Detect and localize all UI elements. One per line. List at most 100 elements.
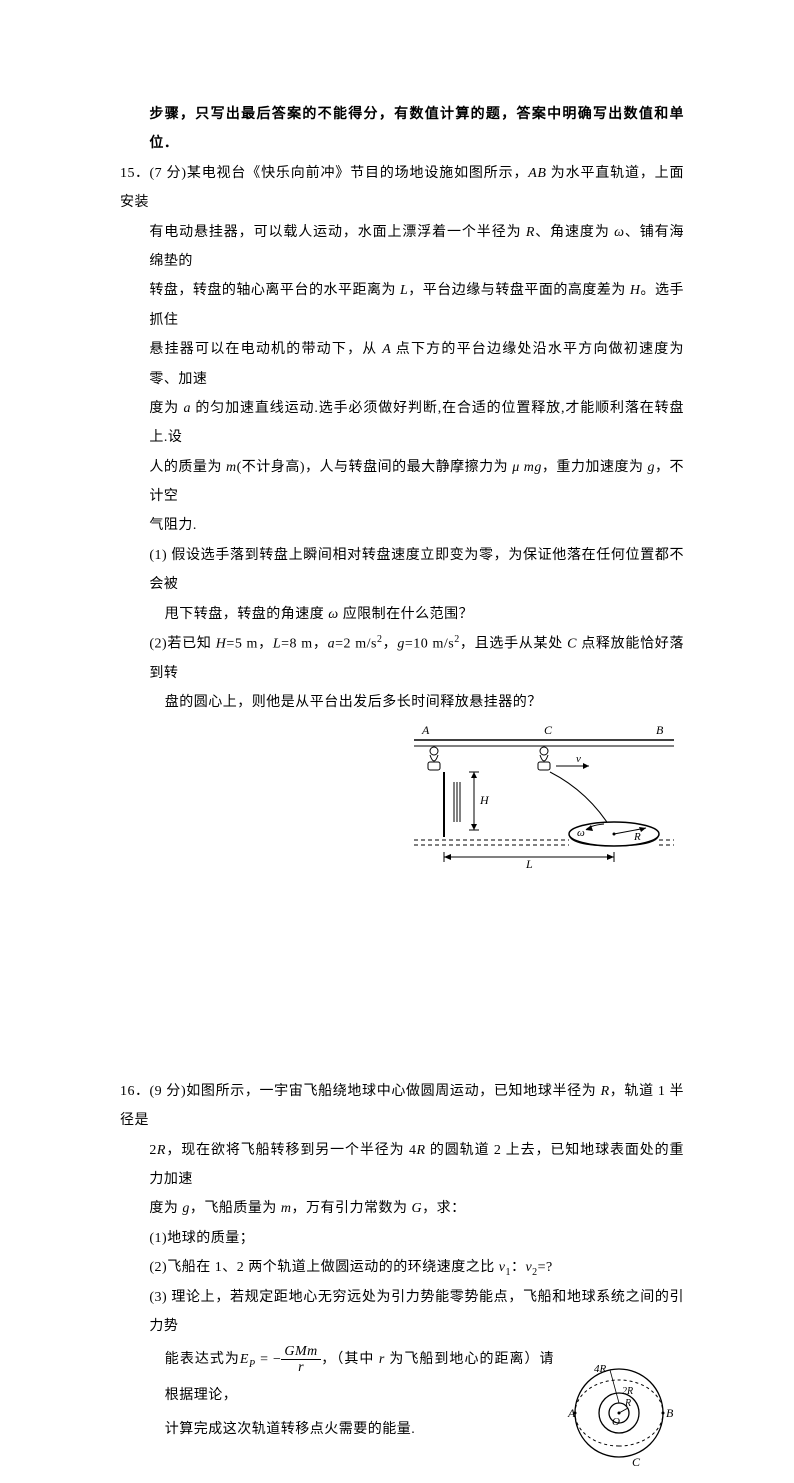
t: = −: [256, 1352, 282, 1367]
q15-t: 某电视台《快乐向前冲》节目的场地设施如图所示，: [187, 166, 529, 181]
t: 悬挂器可以在电动机的带动下，从: [149, 342, 382, 357]
t: 甩下转盘，转盘的角速度: [165, 607, 329, 622]
t: 人的质量为: [149, 460, 226, 475]
t: =2 m/s: [335, 637, 377, 652]
t: 的匀加速直线运动.选手必须做好判断,在合适的位置释放,才能顺利落在转盘上.设: [149, 401, 684, 445]
q15-diagram: A C B v H: [404, 722, 684, 872]
t: ，现在欲将飞船转移到另一个半径为 4: [166, 1143, 417, 1158]
v: L: [273, 637, 281, 652]
v: g: [182, 1201, 190, 1216]
t: ，（其中: [321, 1352, 379, 1367]
t: (不计身高)，人与转盘间的最大静摩擦力为: [237, 460, 513, 475]
var-a: a: [184, 401, 196, 416]
q15-line1: 15．(7 分)某电视台《快乐向前冲》节目的场地设施如图所示，AB 为水平直轨道…: [120, 159, 684, 218]
q15-part1b: 甩下转盘，转盘的角速度 ω 应限制在什么范围？: [120, 600, 684, 629]
page-content: 步骤，只写出最后答案的不能得分，有数值计算的题，答案中明确写出数值和单位． 15…: [120, 100, 684, 1483]
t: ，平台边缘与转盘平面的高度差为: [408, 283, 630, 298]
label-C: C: [632, 1455, 641, 1469]
t: ，且选手从某处: [460, 637, 567, 652]
var-m: m: [226, 460, 237, 475]
v: R: [157, 1143, 166, 1158]
label-4R: 4R: [594, 1363, 607, 1375]
t: 转盘，转盘的轴心离平台的水平距离为: [149, 283, 400, 298]
label-2R: 2R: [622, 1386, 633, 1397]
t: (2)若已知: [149, 637, 215, 652]
header-note: 步骤，只写出最后答案的不能得分，有数值计算的题，答案中明确写出数值和单位．: [120, 100, 684, 159]
q15-part2a: (2)若已知 H=5 m，L=8 m，a=2 m/s2，g=10 m/s2，且选…: [120, 629, 684, 688]
var-H: H: [630, 283, 641, 298]
q16-block: 16．(9 分)如图所示，一宇宙飞船绕地球中心做圆周运动，已知地球半径为 R，轨…: [120, 1077, 684, 1444]
v: G: [412, 1201, 423, 1216]
v: m: [281, 1201, 292, 1216]
v: E: [240, 1352, 249, 1367]
q15-line7: 气阻力.: [120, 511, 684, 540]
v: r: [379, 1352, 389, 1367]
q16-p2: (2)飞船在 1、2 两个轨道上做圆运动的的环绕速度之比 v1：v2=?: [120, 1253, 684, 1283]
t: 应限制在什么范围？: [343, 607, 474, 622]
q15-line3: 转盘，转盘的轴心离平台的水平距离为 L，平台边缘与转盘平面的高度差为 H。选手抓…: [120, 276, 684, 335]
q15-line2: 有电动悬挂器，可以载人运动，水面上漂浮着一个半径为 R、角速度为 ω、铺有海绵垫…: [120, 218, 684, 277]
label-A: A: [421, 723, 430, 737]
v: C: [567, 637, 581, 652]
label-v: v: [576, 753, 581, 765]
t: =8 m，: [281, 637, 327, 652]
frac-den: r: [281, 1360, 320, 1375]
q16-points: (9 分): [150, 1084, 187, 1099]
t: 度为: [149, 401, 183, 416]
q16-diagram: O R 2R 4R A B C: [554, 1348, 684, 1478]
label-R: R: [633, 831, 641, 843]
q16-line1: 16．(9 分)如图所示，一宇宙飞船绕地球中心做圆周运动，已知地球半径为 R，轨…: [120, 1077, 684, 1136]
fraction: GMmr: [281, 1344, 320, 1376]
label-w: ω: [577, 827, 585, 839]
t: =10 m/s: [405, 637, 454, 652]
q15-figure: A C B v H: [120, 722, 684, 877]
t: ，重力加速度为: [542, 460, 648, 475]
t: 2: [149, 1143, 157, 1158]
q16-number: 16．: [120, 1077, 150, 1106]
var-w: ω: [328, 607, 342, 622]
q15-line5: 度为 a 的匀加速直线运动.选手必须做好判断,在合适的位置释放,才能顺利落在转盘…: [120, 394, 684, 453]
sub: P: [249, 1359, 256, 1370]
t: ，飞船质量为: [190, 1201, 281, 1216]
v: a: [328, 637, 336, 652]
q15-part2b: 盘的圆心上，则他是从平台出发后多长时间释放悬挂器的？: [120, 688, 684, 717]
label-R: R: [624, 1398, 631, 1409]
var-R: R: [526, 225, 535, 240]
q15-ab: AB: [528, 166, 550, 181]
t: 能表达式为: [165, 1352, 240, 1367]
t: 有电动悬挂器，可以载人运动，水面上漂浮着一个半径为: [149, 225, 525, 240]
label-B: B: [666, 1406, 674, 1420]
t: 度为: [149, 1201, 182, 1216]
label-O: O: [612, 1416, 620, 1428]
q15-number: 15．: [120, 159, 150, 188]
v: R: [416, 1143, 429, 1158]
t: 如图所示，一宇宙飞船绕地球中心做圆周运动，已知地球半径为: [186, 1084, 600, 1099]
q16-p3a: (3) 理论上，若规定距地心无穷远处为引力势能零势能点，飞船和地球系统之间的引力…: [120, 1283, 684, 1342]
t: ，求：: [422, 1201, 466, 1216]
q15-part1a: (1) 假设选手落到转盘上瞬间相对转盘速度立即变为零，为保证他落在任何位置都不会…: [120, 541, 684, 600]
t: =?: [538, 1260, 553, 1275]
var-mu: μ mg: [512, 460, 542, 475]
t: ：: [511, 1260, 526, 1275]
q16-line3: 度为 g，飞船质量为 m，万有引力常数为 G，求：: [120, 1194, 684, 1223]
t: (2)飞船在 1、2 两个轨道上做圆运动的的环绕速度之比: [149, 1260, 498, 1275]
var-w: ω: [614, 225, 624, 240]
t: ，万有引力常数为: [292, 1201, 412, 1216]
q15-line6: 人的质量为 m(不计身高)，人与转盘间的最大静摩擦力为 μ mg，重力加速度为 …: [120, 453, 684, 512]
q16-line2: 2R，现在欲将飞船转移到另一个半径为 4R 的圆轨道 2 上去，已知地球表面处的…: [120, 1136, 684, 1195]
v: R: [601, 1084, 610, 1099]
var-A: A: [382, 342, 396, 357]
v: g: [397, 637, 405, 652]
t: =5 m，: [226, 637, 272, 652]
v: v: [525, 1260, 532, 1275]
frac-num: GMm: [281, 1344, 320, 1360]
label-C: C: [544, 723, 553, 737]
t: 、角速度为: [535, 225, 614, 240]
q15-line4: 悬挂器可以在电动机的带动下，从 A 点下方的平台边缘处沿水平方向做初速度为零、加…: [120, 335, 684, 394]
var-g: g: [648, 460, 656, 475]
q16-p1: (1)地球的质量；: [120, 1224, 684, 1253]
v: H: [216, 637, 227, 652]
q15-points: (7 分): [150, 166, 187, 181]
label-H: H: [479, 793, 490, 807]
v: v: [499, 1260, 506, 1275]
